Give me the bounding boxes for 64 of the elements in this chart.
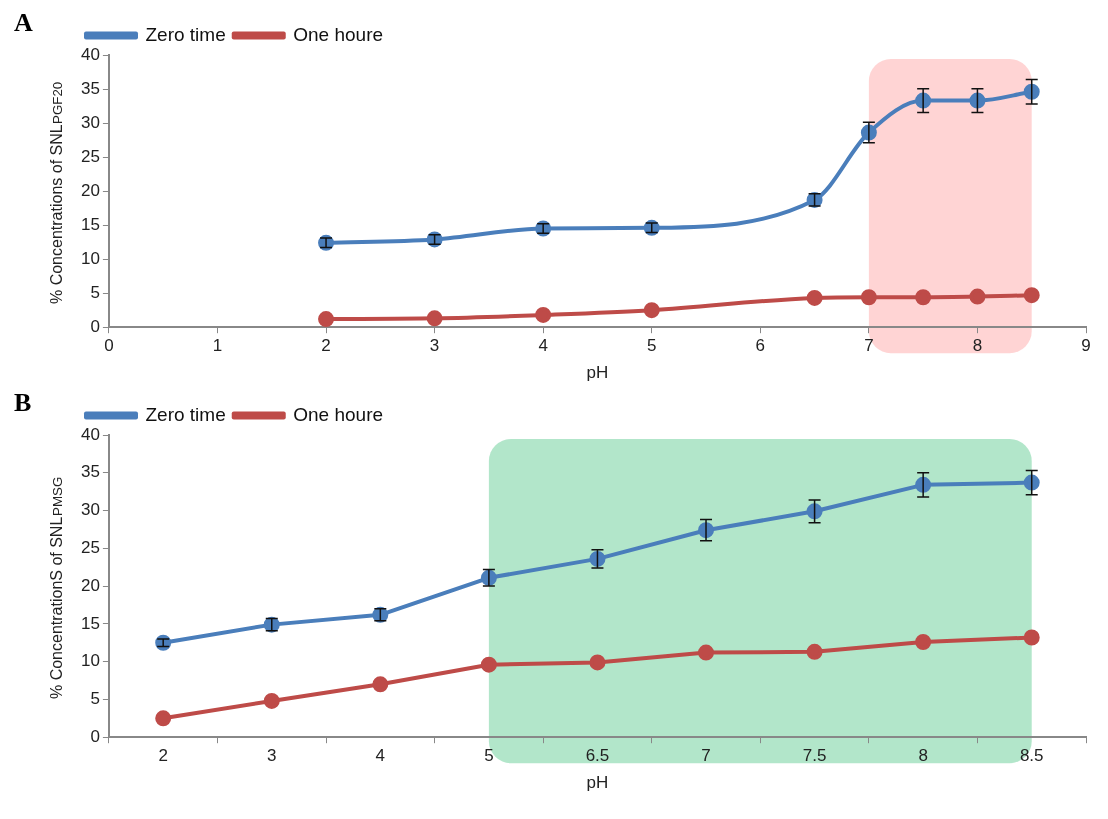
legend-label: Zero time: [145, 403, 226, 425]
y-tick-label: 15: [80, 613, 100, 633]
point: [535, 306, 552, 323]
x-tick-label: 3: [429, 336, 440, 356]
point: [860, 289, 877, 306]
y-tick-label: 10: [80, 651, 100, 671]
x-tick-label: 6: [755, 336, 766, 356]
x-tick-label: 4: [375, 746, 386, 766]
y-tick-label: 35: [80, 462, 100, 482]
y-tick-label: 10: [80, 248, 100, 268]
point: [915, 289, 932, 306]
y-tick-label: 25: [80, 538, 100, 558]
point: [698, 644, 715, 661]
x-tick-label: 1: [212, 336, 223, 356]
x-tick-label: 8.5: [1019, 746, 1044, 766]
y-tick-label: 35: [80, 78, 100, 98]
point: [915, 634, 932, 651]
point: [480, 656, 497, 673]
point: [1023, 287, 1040, 304]
chart-title: B: [14, 388, 32, 418]
point: [426, 310, 443, 327]
y-tick-label: 15: [80, 214, 100, 234]
x-tick-label: 5: [484, 746, 494, 766]
point: [155, 710, 172, 727]
y-tick-label: 0: [90, 726, 100, 746]
point: [1023, 629, 1040, 646]
point: [155, 634, 172, 651]
x-tick-label: 0: [104, 336, 114, 356]
x-tick-label: 4: [538, 336, 548, 356]
x-tick-label: 9: [1081, 336, 1091, 356]
legend-label: One houre: [293, 403, 384, 425]
point: [969, 288, 986, 305]
chart-title: A: [14, 8, 33, 38]
point: [589, 654, 606, 671]
y-tick-label: 25: [80, 146, 100, 166]
x-tick-label: 7.5: [802, 746, 827, 766]
y-tick-label: 30: [80, 112, 100, 132]
point: [318, 311, 335, 328]
y-tick-label: 5: [90, 282, 100, 302]
point: [263, 692, 280, 709]
legend-label: Zero time: [145, 23, 226, 45]
x-tick-label: 2: [158, 746, 168, 766]
y-tick-label: 0: [90, 316, 100, 336]
point: [806, 289, 823, 306]
point: [372, 676, 389, 693]
y-tick-label: 20: [80, 575, 100, 595]
x-tick-label: 6.5: [585, 746, 610, 766]
x-axis-title: pH: [586, 363, 609, 383]
legend-label: One houre: [293, 23, 384, 45]
x-tick-label: 8: [972, 336, 983, 356]
point: [643, 302, 660, 319]
y-tick-label: 30: [80, 500, 100, 520]
y-tick-label: 40: [80, 44, 100, 64]
point: [806, 643, 823, 660]
x-tick-label: 3: [267, 746, 277, 766]
y-tick-label: 20: [80, 180, 100, 200]
x-tick-label: 7: [701, 746, 711, 766]
y-tick-label: 5: [90, 689, 100, 709]
x-axis-title: pH: [586, 773, 609, 793]
y-tick-label: 40: [80, 424, 100, 444]
x-tick-label: 5: [647, 336, 657, 356]
x-tick-label: 2: [321, 336, 331, 356]
x-tick-label: 7: [864, 336, 874, 356]
x-tick-label: 8: [918, 746, 928, 766]
